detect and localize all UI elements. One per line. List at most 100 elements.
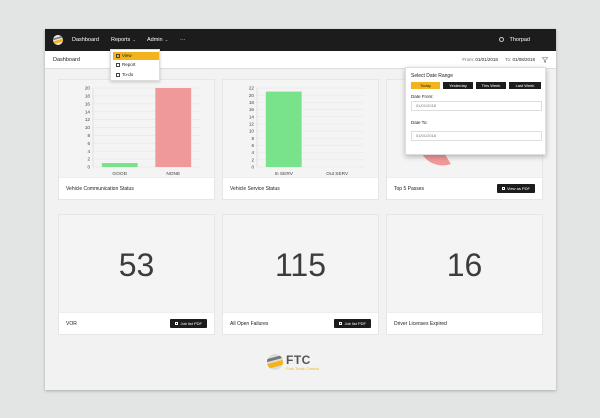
- y-tick-label: 8: [87, 133, 90, 138]
- y-tick-label: 20: [249, 93, 255, 98]
- filter-icon[interactable]: [542, 57, 548, 63]
- x-tick-label: In SERV: [275, 171, 294, 177]
- x-tick-label: Out SERV: [326, 171, 349, 177]
- chart-area: 0 2 4 6 8 10 12 14 16 18 20 22 In SERV Out SERV: [223, 80, 378, 177]
- card-label: Vehicle Service Status: [230, 186, 280, 192]
- card-label: Top 5 Passes: [394, 186, 425, 192]
- page-header: Dashboard From: 01/01/2018 To: 01/08/201…: [45, 51, 556, 69]
- menu-item-report[interactable]: Report: [113, 61, 159, 69]
- kpi-area: 115: [223, 215, 378, 312]
- card-footer: All Open Failures Job list PDF: [223, 312, 378, 334]
- y-tick-label: 12: [85, 117, 91, 122]
- card-footer: Driver Licenses Expired: [387, 312, 542, 334]
- page-title: Dashboard: [53, 57, 80, 63]
- date-from-field[interactable]: 01/01/2018: [411, 101, 542, 111]
- range-last-week-button[interactable]: Last Week: [509, 82, 541, 89]
- button-label: View as PDF: [506, 186, 530, 191]
- top-navbar: Dashboard Reports ⌄ Admin ⌄ ··· Thorpad: [45, 29, 556, 51]
- date-to-label: Date To:: [411, 120, 428, 125]
- open-failures-card: 115 All Open Failures Job list PDF: [222, 214, 379, 335]
- vor-value: 53: [118, 247, 155, 283]
- job-list-pdf-button[interactable]: Job list PDF: [170, 319, 207, 328]
- date-from-label: Date From:: [411, 94, 434, 99]
- y-tick-label: 2: [251, 157, 254, 162]
- job-list-pdf-button[interactable]: Job list PDF: [334, 319, 371, 328]
- report-icon: [116, 63, 120, 67]
- y-tick-label: 8: [251, 136, 254, 141]
- button-label: Job list PDF: [344, 321, 366, 326]
- open-failures-value: 115: [274, 247, 326, 283]
- nav-more[interactable]: ···: [180, 37, 186, 43]
- card-footer: Vehicle Communication Status: [59, 177, 214, 199]
- user-menu[interactable]: Thorpad: [498, 37, 531, 43]
- driver-licenses-value: 16: [446, 247, 483, 283]
- chevron-down-icon: ⌄: [164, 37, 169, 42]
- todo-icon: [116, 73, 120, 77]
- pdf-icon: [175, 322, 179, 325]
- menu-item-label: To-do: [122, 72, 134, 77]
- nav-reports-label: Reports: [111, 37, 131, 43]
- bar-none[interactable]: [155, 88, 192, 167]
- y-tick-label: 4: [251, 150, 254, 155]
- kpi-area: 53: [59, 215, 214, 312]
- menu-item-todo[interactable]: To-do: [113, 71, 159, 79]
- menu-item-label: View: [122, 53, 132, 58]
- card-footer: Vehicle Service Status: [223, 177, 378, 199]
- vehicle-service-card: 0 2 4 6 8 10 12 14 16 18 20 22 In SERV Out SERV Vehic…: [222, 79, 379, 200]
- card-footer: Top 5 Passes View as PDF: [387, 177, 542, 199]
- reports-dropdown-menu: View Report To-do: [110, 49, 160, 81]
- y-tick-label: 14: [85, 109, 91, 114]
- brand-tagline: Fork Truck Control: [286, 366, 319, 371]
- y-tick-label: 4: [87, 149, 90, 154]
- range-this-week-button[interactable]: This Week: [476, 82, 506, 89]
- card-label: Vehicle Communication Status: [66, 186, 134, 192]
- user-name: Thorpad: [509, 37, 531, 43]
- vehicle-service-chart: 0 2 4 6 8 10 12 14 16 18 20 22 In SERV Out SERV: [249, 86, 364, 177]
- button-label: Job list PDF: [180, 321, 202, 326]
- app-window: Dashboard Reports ⌄ Admin ⌄ ··· Thorpad Da…: [45, 29, 556, 390]
- date-range-panel: Select Date Range Today Yesterday This W…: [405, 67, 546, 155]
- from-value: 01/01/2018: [475, 57, 498, 62]
- view-as-pdf-button[interactable]: View as PDF: [496, 184, 535, 193]
- y-tick-label: 2: [87, 157, 90, 162]
- date-range-display[interactable]: From: 01/01/2018 To: 01/08/2018: [462, 57, 535, 62]
- y-tick-label: 16: [249, 107, 255, 112]
- ftc-logo-icon[interactable]: [53, 35, 63, 45]
- ftc-logo-icon: [267, 354, 283, 370]
- y-tick-label: 0: [251, 165, 254, 170]
- card-label: VOR: [66, 321, 77, 327]
- nav-dashboard[interactable]: Dashboard: [72, 37, 99, 43]
- x-tick-label: GOOD: [112, 171, 127, 177]
- pdf-icon: [501, 187, 505, 190]
- bar-good[interactable]: [101, 163, 138, 167]
- y-tick-label: 6: [251, 143, 254, 148]
- chart-area: 0 2 4 6 8 10 12 14 16 18 20 GOOD NONE: [59, 80, 214, 177]
- ftc-brand-logo: FTC Fork Truck Control: [267, 352, 347, 372]
- bar-in-serv[interactable]: [265, 91, 302, 167]
- y-tick-label: 16: [85, 101, 91, 106]
- driver-licenses-card: 16 Driver Licenses Expired: [386, 214, 543, 335]
- nav-admin[interactable]: Admin ⌄: [147, 37, 168, 43]
- chevron-down-icon: ⌄: [132, 37, 137, 42]
- range-yesterday-button[interactable]: Yesterday: [443, 82, 473, 89]
- x-tick-label: NONE: [166, 171, 180, 177]
- user-icon: [498, 37, 504, 42]
- vor-card: 53 VOR Job list PDF: [58, 214, 215, 335]
- nav-reports[interactable]: Reports ⌄: [111, 37, 136, 43]
- range-today-button[interactable]: Today: [411, 82, 440, 89]
- y-tick-label: 10: [249, 129, 255, 134]
- date-to-field[interactable]: 01/01/2018: [411, 131, 542, 141]
- card-label: All Open Failures: [230, 321, 269, 327]
- y-tick-label: 20: [85, 86, 91, 91]
- y-tick-label: 6: [87, 141, 90, 146]
- nav-admin-label: Admin: [147, 37, 163, 43]
- menu-item-label: Report: [122, 62, 136, 67]
- brand-name: FTC: [286, 353, 311, 367]
- y-tick-label: 10: [85, 125, 91, 130]
- menu-item-view[interactable]: View: [113, 52, 159, 60]
- date-panel-title: Select Date Range: [411, 73, 453, 79]
- vehicle-communication-chart: 0 2 4 6 8 10 12 14 16 18 20 GOOD NONE: [85, 86, 200, 177]
- pdf-icon: [339, 322, 343, 325]
- vehicle-communication-card: 0 2 4 6 8 10 12 14 16 18 20 GOOD NONE Vehicle Commun…: [58, 79, 215, 200]
- y-tick-label: 18: [85, 94, 91, 99]
